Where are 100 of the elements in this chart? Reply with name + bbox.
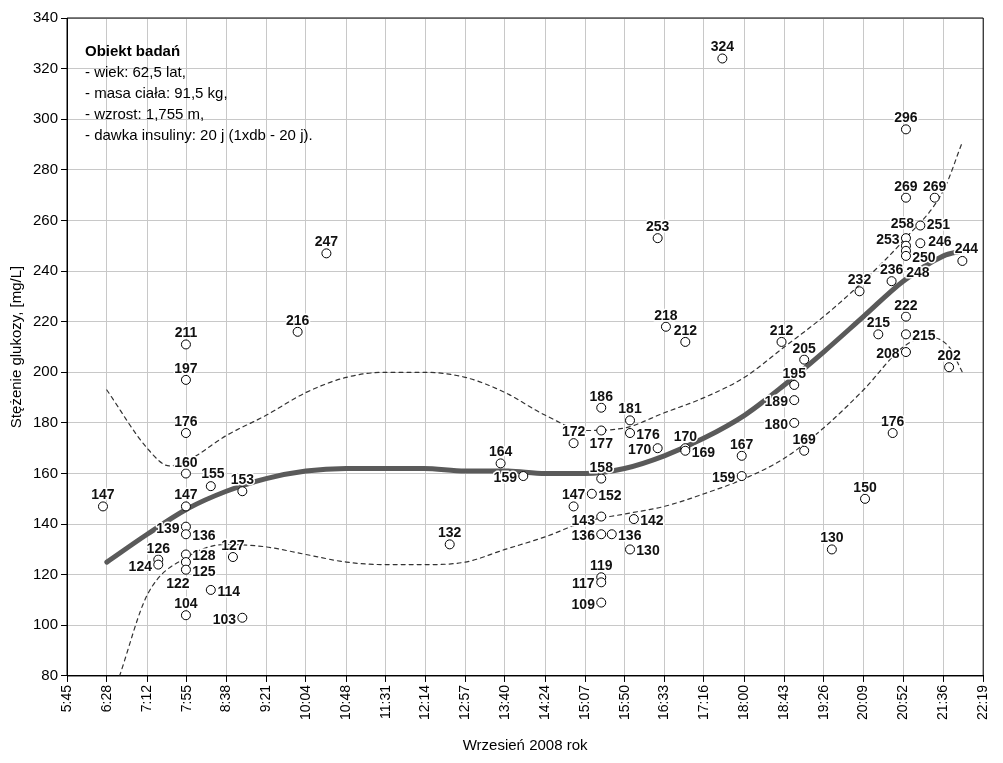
x-tick-label: 7:55 — [177, 684, 194, 713]
y-axis-title: Stężenie glukozy, [mg/L] — [7, 265, 25, 429]
data-label: 236 — [879, 261, 904, 278]
data-label: 269 — [923, 177, 947, 194]
y-tick-label: 200 — [33, 362, 59, 380]
data-label: 109 — [571, 595, 596, 612]
data-label: 142 — [640, 512, 664, 529]
data-label: 222 — [894, 296, 918, 313]
x-tick-label: 14:24 — [536, 684, 553, 721]
data-label: 159 — [712, 469, 736, 486]
data-label: 136 — [571, 527, 596, 544]
data-label: 250 — [912, 248, 936, 265]
data-label: 167 — [730, 435, 754, 452]
x-tick-label: 6:28 — [97, 684, 114, 713]
data-label: 176 — [174, 413, 198, 430]
data-label: 153 — [230, 471, 255, 488]
data-label: 212 — [673, 321, 698, 338]
annotation: - dawka insuliny: 20 j (1xdb - 20 j). — [85, 125, 313, 143]
y-tick-label: 260 — [33, 210, 59, 228]
data-label: 170 — [673, 428, 698, 445]
data-label: 218 — [654, 306, 678, 323]
data-label: 202 — [937, 347, 961, 364]
x-tick-label: 9:21 — [256, 684, 273, 713]
x-tick-label: 15:07 — [575, 684, 592, 721]
data-label: 251 — [926, 216, 951, 233]
data-label: 176 — [636, 426, 660, 443]
data-label: 212 — [769, 321, 794, 338]
data-label: 176 — [881, 413, 905, 430]
x-tick-label: 18:43 — [774, 684, 791, 721]
data-label: 269 — [894, 177, 918, 194]
data-label: 128 — [192, 547, 216, 564]
annotation: - wzrost: 1,755 m, — [85, 104, 205, 122]
annotation: - wiek: 62,5 lat, — [85, 62, 186, 80]
data-label: 147 — [561, 486, 586, 503]
y-tick-label: 340 — [33, 8, 59, 26]
data-label: 114 — [217, 582, 241, 599]
x-tick-label: 15:50 — [615, 684, 632, 721]
y-tick-label: 280 — [33, 159, 59, 177]
data-label: 119 — [589, 557, 613, 574]
x-tick-label: 13:40 — [495, 684, 512, 721]
data-label: 132 — [438, 524, 462, 541]
data-label: 181 — [618, 400, 642, 417]
data-label: 127 — [221, 537, 245, 554]
data-label: 103 — [212, 610, 237, 627]
data-label: 244 — [954, 239, 979, 256]
data-label: 247 — [314, 233, 339, 250]
x-tick-label: 21:36 — [934, 684, 951, 721]
data-label: 253 — [645, 218, 670, 235]
annotation: - masa ciała: 91,5 kg, — [85, 83, 228, 101]
data-label: 122 — [166, 574, 190, 591]
data-label: 246 — [928, 232, 952, 249]
data-label: 215 — [912, 327, 936, 344]
data-label: 125 — [192, 563, 216, 580]
data-label: 104 — [174, 595, 198, 612]
x-tick-label: 22:19 — [974, 684, 991, 721]
data-label: 172 — [561, 423, 586, 440]
y-tick-label: 180 — [33, 413, 59, 431]
data-label: 150 — [853, 478, 877, 495]
data-label: 147 — [91, 486, 115, 503]
data-label: 136 — [618, 527, 642, 544]
data-label: 147 — [174, 486, 198, 503]
x-tick-label: 7:12 — [138, 684, 155, 713]
data-label: 186 — [589, 387, 614, 404]
data-label: 152 — [598, 486, 622, 503]
data-label: 169 — [691, 443, 716, 460]
data-label: 170 — [627, 441, 652, 458]
y-tick-label: 120 — [33, 564, 59, 582]
data-label: 126 — [146, 539, 171, 556]
data-label: 130 — [820, 529, 844, 546]
data-label: 130 — [636, 542, 660, 559]
data-label: 143 — [571, 511, 596, 528]
x-tick-label: 18:00 — [735, 684, 752, 721]
x-tick-label: 12:14 — [416, 684, 433, 721]
data-label: 169 — [792, 430, 817, 447]
x-tick-label: 12:57 — [456, 684, 473, 721]
data-label: 159 — [493, 469, 518, 486]
data-label: 324 — [710, 38, 735, 55]
y-tick-label: 140 — [33, 514, 59, 532]
data-label: 124 — [128, 557, 153, 574]
x-tick-label: 16:33 — [655, 684, 672, 721]
data-label: 177 — [589, 435, 614, 452]
data-label: 232 — [847, 271, 872, 288]
annotation: Obiekt badań — [85, 41, 181, 59]
x-tick-label: 8:38 — [217, 684, 234, 713]
data-label: 180 — [764, 415, 789, 432]
x-tick-label: 10:04 — [296, 684, 313, 721]
y-tick-label: 100 — [33, 615, 59, 633]
y-tick-label: 220 — [33, 311, 59, 329]
x-tick-label: 20:09 — [854, 684, 871, 721]
y-tick-label: 240 — [33, 261, 59, 279]
data-label: 211 — [174, 324, 198, 341]
data-label: 117 — [571, 575, 595, 592]
y-tick-label: 80 — [41, 666, 59, 684]
data-label: 164 — [488, 443, 513, 460]
data-label: 139 — [156, 519, 180, 536]
data-label: 208 — [876, 345, 900, 362]
y-tick-label: 320 — [33, 58, 59, 76]
data-label: 155 — [201, 465, 225, 482]
x-tick-label: 19:26 — [814, 684, 831, 721]
x-tick-label: 5:45 — [57, 684, 74, 713]
